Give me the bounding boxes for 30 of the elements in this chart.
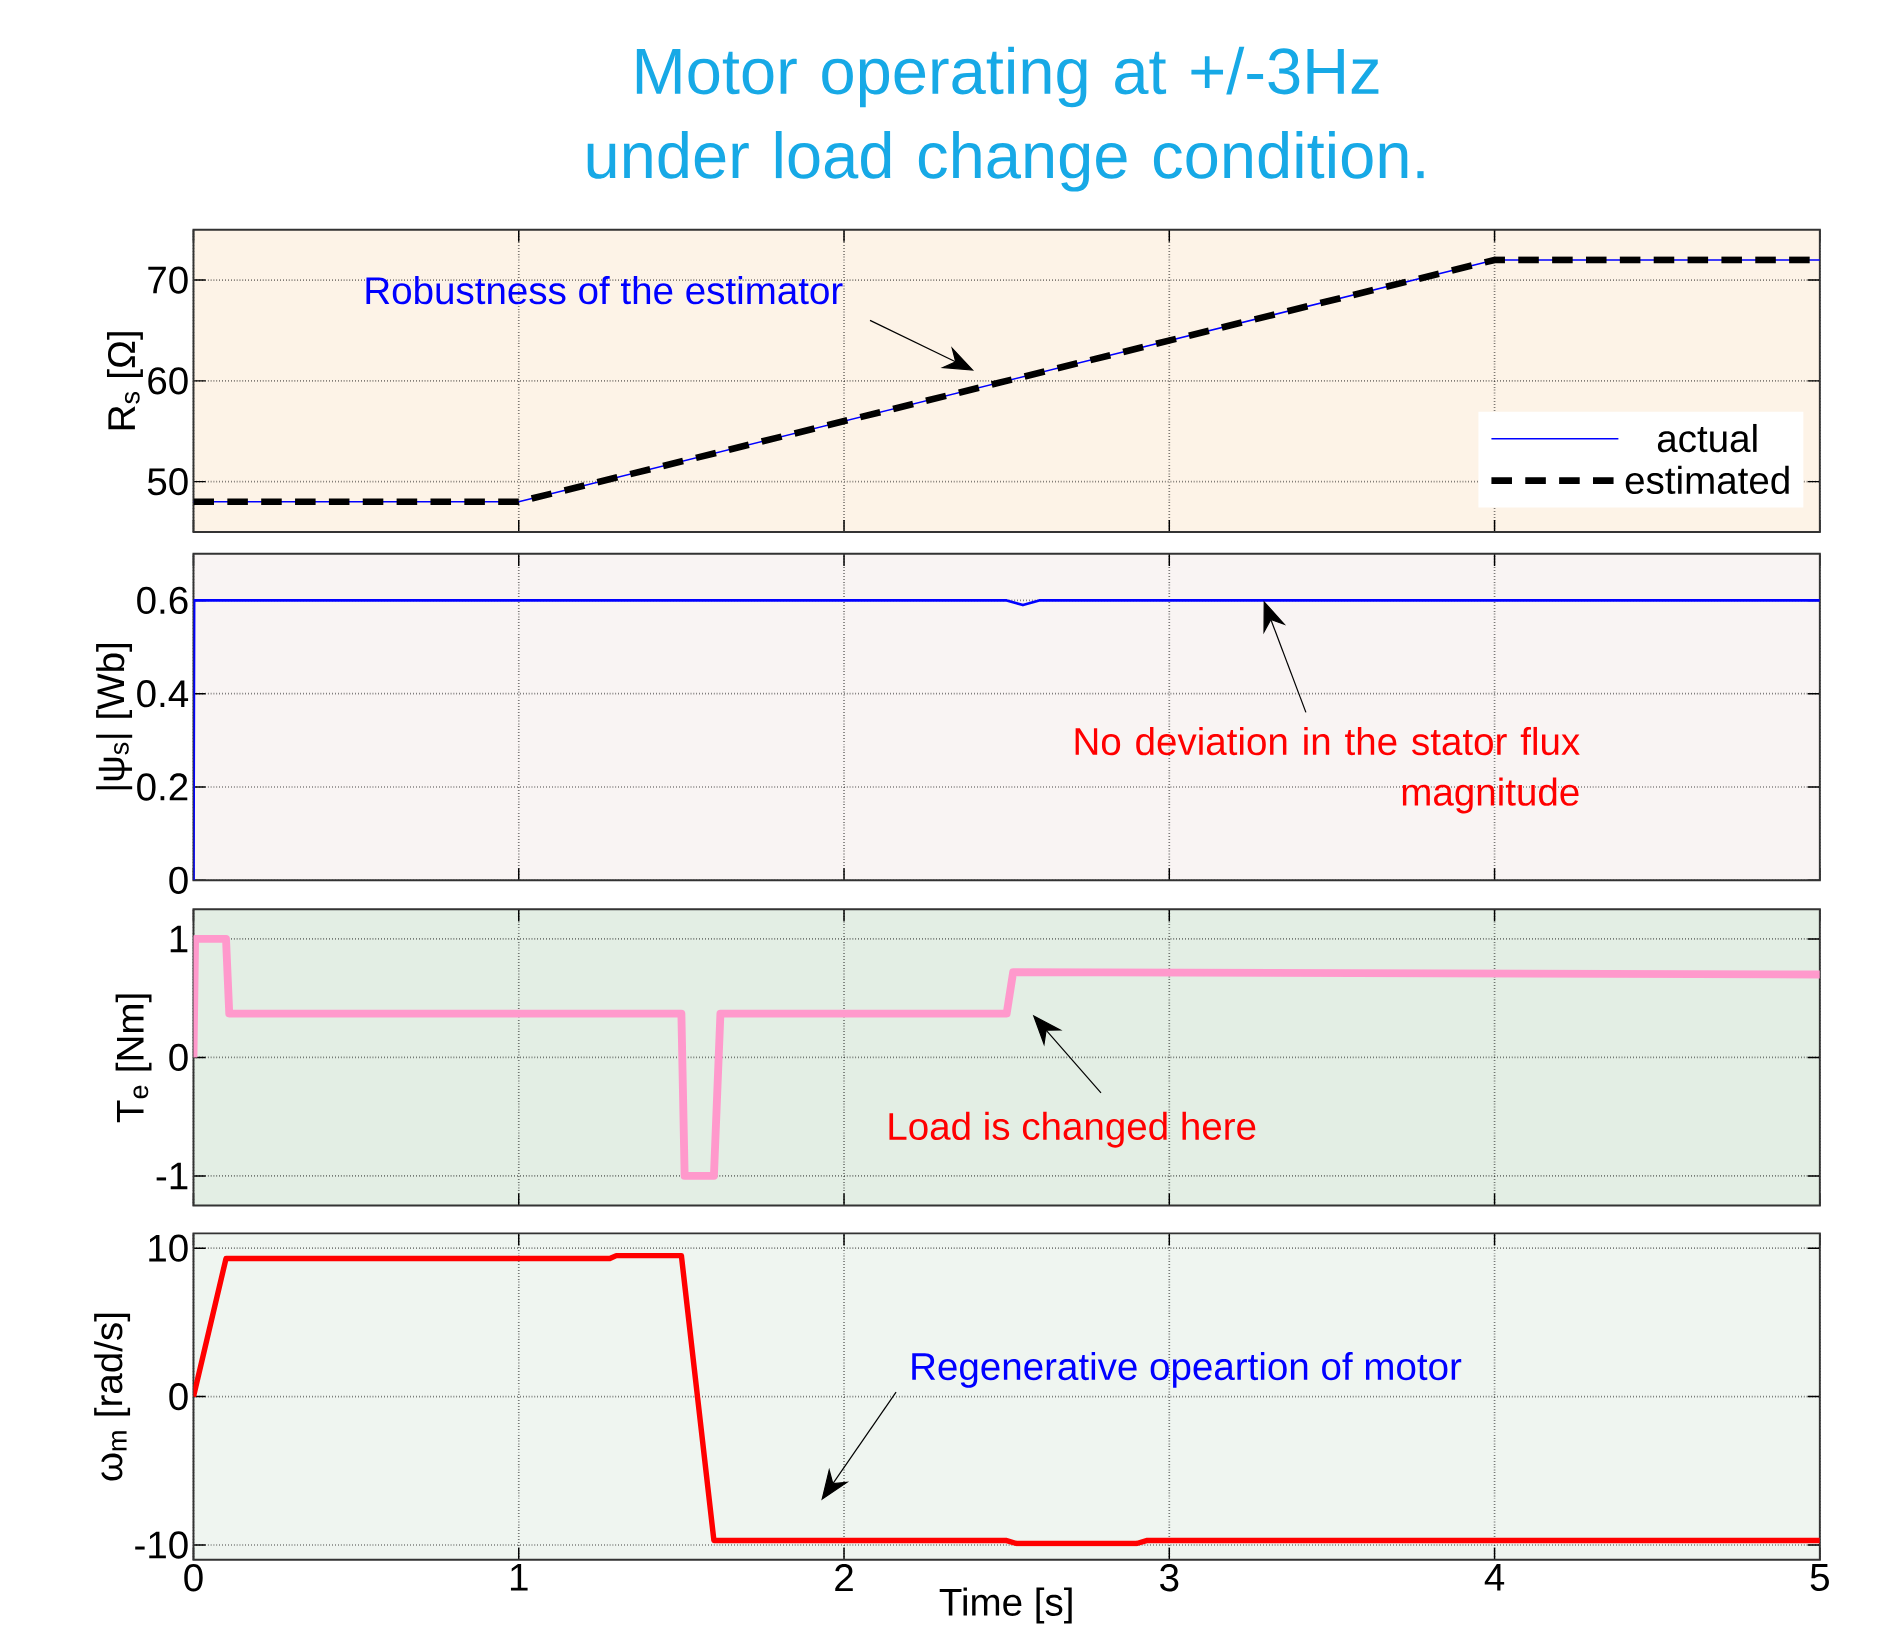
y-tick-label: 0 <box>169 1382 188 1411</box>
y-axis-title: ω$_{m}$ [rad/s] <box>94 1313 131 1481</box>
legend-label: actual <box>1657 423 1757 453</box>
annotation: Load is changed here <box>889 1111 1256 1148</box>
y-tick-label: 0 <box>169 866 188 894</box>
y-tick-label: 10 <box>149 1234 188 1262</box>
y-tick-label: 50 <box>147 467 188 496</box>
y-tick-label: 70 <box>148 266 188 294</box>
x-tick-label: 2 <box>835 1563 853 1591</box>
y-axis-title: |ψ$_{s}$| [Wb] <box>96 643 133 790</box>
annotation: No deviation in the stator flux magnitude <box>1075 726 1580 814</box>
y-tick-label: 60 <box>148 367 188 395</box>
y-tick-label: 0.2 <box>137 773 188 801</box>
y-tick-label: 1 <box>170 925 188 952</box>
x-tick-label: 3 <box>1160 1563 1179 1592</box>
annotation: Regenerative opeartion of motor <box>912 1351 1462 1388</box>
y-axis-title: T$_{e}$ [Nm] <box>115 994 152 1122</box>
y-axis-title: R$_{s}$ [Ω] <box>106 331 143 429</box>
y-tick-label: 0 <box>169 1043 188 1071</box>
legend-label: estimated <box>1625 465 1789 494</box>
y-tick-label: 0.4 <box>137 679 189 708</box>
annotation: Robustness of the estimator <box>366 275 843 305</box>
x-axis-title: Time [s] <box>939 1587 1072 1624</box>
x-tick-label: 5 <box>1810 1563 1829 1591</box>
chart-title: Motor operating at +/-3Hz under load change condition. <box>587 46 1424 192</box>
y-tick-label: -1 <box>156 1162 188 1189</box>
x-tick-label: 1 <box>510 1563 528 1591</box>
y-tick-label: -10 <box>135 1531 188 1559</box>
x-tick-label: 4 <box>1484 1563 1505 1591</box>
y-tick-label: 0.6 <box>137 586 188 614</box>
